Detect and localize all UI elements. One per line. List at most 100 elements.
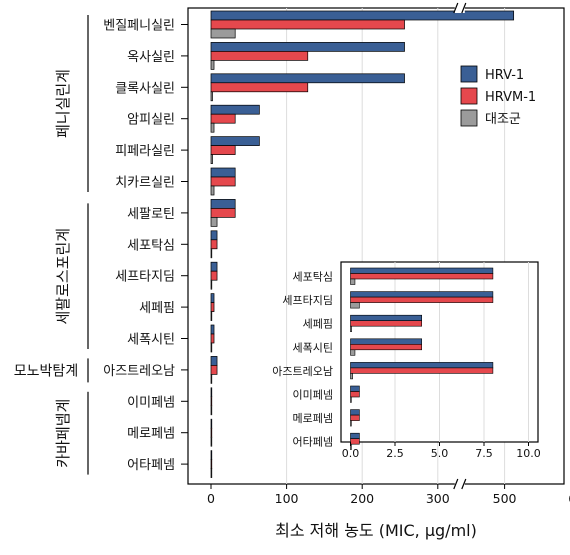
inset-bar: [350, 349, 356, 356]
plot-frame: [187, 7, 565, 485]
inset-bar: [350, 314, 422, 322]
bar: [210, 311, 213, 321]
inset-bar: [350, 367, 494, 374]
category-label: 암피실린: [127, 113, 175, 128]
category-label: 세포탁심: [127, 238, 175, 253]
bar: [210, 374, 213, 384]
category-label: 클록사실린: [115, 81, 175, 96]
inset-x-tick-label: 10.0: [516, 447, 541, 460]
bar: [210, 248, 213, 259]
inset-category-label: 아즈트레오남: [272, 365, 333, 378]
bar: [210, 60, 215, 70]
inset-bar: [350, 373, 353, 380]
inset-bar: [350, 278, 356, 285]
bar: [210, 293, 215, 303]
axis-break-mask: [454, 479, 465, 489]
x-tick-label: 300: [426, 491, 450, 506]
inset-category-label: 세프타지딤: [282, 294, 333, 307]
inset-bar: [350, 391, 360, 398]
bar: [210, 324, 215, 335]
bar: [210, 356, 218, 366]
bar: [210, 279, 213, 290]
bar: [210, 82, 309, 93]
inset-bar: [350, 420, 352, 427]
legend-label-hrv1: HRV-1: [485, 68, 524, 83]
bar: [210, 270, 218, 281]
x-axis-label: 최소 저해 농도 (MIC, μg/ml): [275, 521, 477, 540]
axis-break-mask: [454, 3, 465, 13]
inset-bar: [350, 362, 494, 369]
x-tick-label: 500: [493, 491, 517, 506]
x-tick-label: 600: [568, 491, 570, 506]
category-label: 어타페넴: [127, 458, 175, 473]
legend-swatch-hrv1: [460, 65, 478, 83]
inset-category-label: 어타페넴: [293, 436, 333, 449]
bar: [210, 91, 213, 102]
bar: [210, 136, 260, 146]
inset-bar: [350, 320, 422, 327]
bar: [210, 365, 218, 375]
axis-break-mark: [453, 478, 459, 490]
inset-x-tick-label: 0.0: [342, 447, 360, 460]
bar: [210, 51, 309, 61]
inset-bar: [350, 409, 360, 416]
bar: [210, 239, 218, 250]
bar: [210, 154, 213, 164]
inset-bar: [350, 338, 422, 345]
bar: [210, 468, 213, 478]
inset-bar: [350, 343, 422, 351]
category-label: 피페라실린: [115, 144, 175, 159]
legend-label-control: 대조군: [485, 112, 521, 127]
category-label: 아즈트레오남: [103, 364, 175, 379]
category-label: 세프타지딤: [115, 270, 175, 285]
bar: [210, 450, 213, 460]
bar: [210, 28, 236, 39]
legend-label-hrvm1: HRVM-1: [485, 90, 536, 105]
bar: [210, 333, 215, 344]
legend-swatch-control: [460, 109, 478, 127]
x-tick-label: 100: [275, 491, 299, 506]
bar: [210, 261, 218, 272]
bar: [210, 427, 213, 438]
inset-bar: [350, 296, 494, 303]
bar: [210, 167, 236, 178]
bar: [210, 199, 236, 209]
x-tick-label: 0: [207, 491, 215, 506]
group-label: 페니실린계: [54, 69, 72, 138]
bar: [210, 418, 213, 429]
bar: [210, 405, 213, 416]
inset-bar: [350, 385, 360, 392]
category-label: 이미페넴: [127, 395, 175, 410]
category-label: 치카르실린: [115, 176, 175, 191]
bar: [210, 185, 215, 196]
bar: [210, 459, 213, 469]
legend-swatch-hrvm1: [460, 87, 478, 105]
bar: [210, 342, 213, 353]
category-label: 벤질페니실린: [103, 19, 175, 34]
inset-bar: [350, 267, 494, 274]
bar: [210, 122, 215, 133]
bar: [210, 387, 213, 398]
inset-bar: [350, 325, 352, 333]
bar: [210, 10, 515, 21]
axis-break-mark: [453, 2, 459, 14]
bar: [210, 217, 218, 227]
inset-bar: [350, 432, 360, 440]
bar: [210, 19, 405, 30]
inset-category-label: 세페핌: [303, 318, 333, 331]
inset-bar: [350, 438, 360, 445]
bar: [210, 104, 260, 115]
group-label: 세팔로스포린계: [54, 228, 72, 325]
inset-x-tick-label: 5.0: [431, 447, 449, 460]
category-label: 옥사실린: [127, 50, 175, 65]
bar: [210, 176, 236, 187]
bar: [210, 73, 405, 84]
bar: [210, 208, 236, 218]
bar: [210, 42, 405, 52]
bar: [210, 145, 236, 155]
category-label: 세폭시틴: [127, 333, 175, 348]
inset-bar: [350, 414, 360, 421]
inset-bar: [350, 291, 494, 298]
axis-break-mark: [461, 2, 467, 14]
